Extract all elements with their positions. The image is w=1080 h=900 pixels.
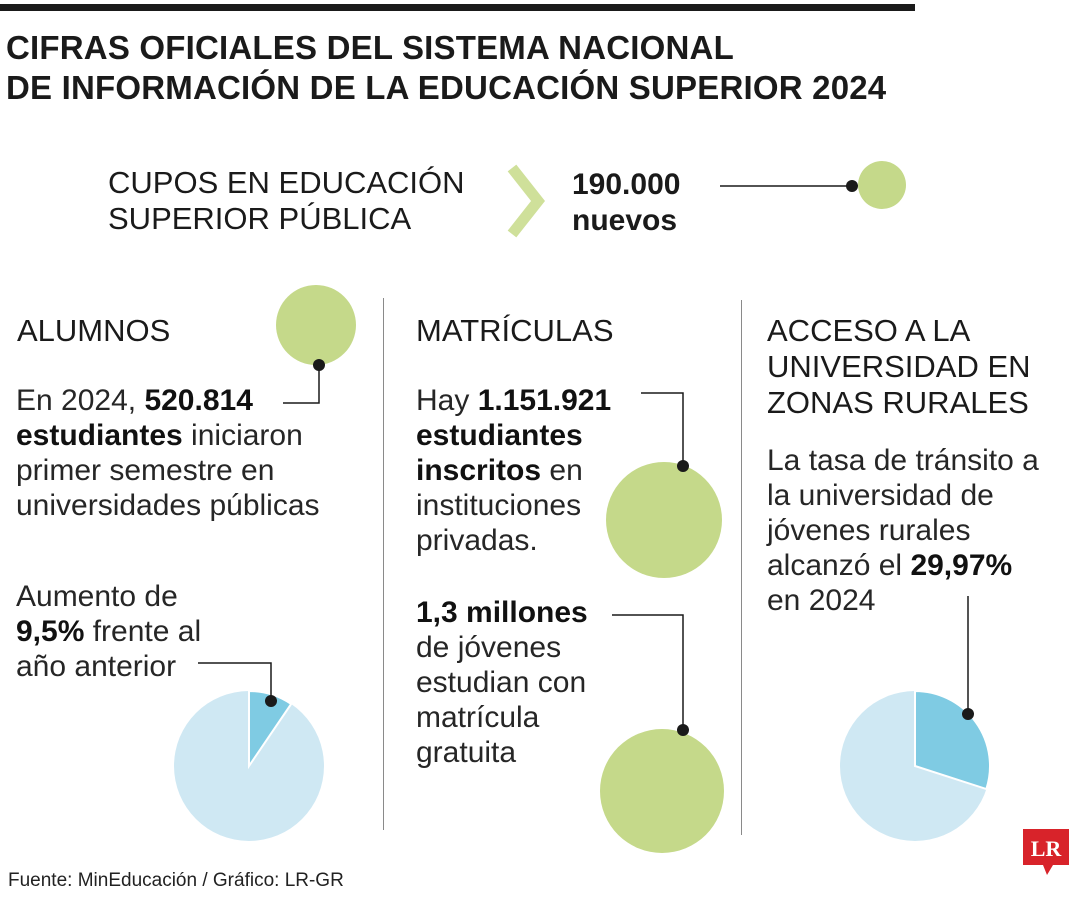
rural-pie bbox=[840, 689, 991, 841]
page-title: CIFRAS OFICIALES DEL SISTEMA NACIONAL DE… bbox=[6, 28, 966, 108]
gratuita-line-3: estudian con bbox=[416, 666, 587, 699]
matriculas-connector-line bbox=[641, 392, 684, 465]
rural-line-2: la universidad de bbox=[767, 479, 994, 512]
matriculas-line-1: Hay 1.151.921 bbox=[416, 383, 666, 418]
rural-value: 29,97% bbox=[910, 549, 1013, 582]
rural-pie-slice bbox=[914, 689, 991, 791]
cupos-dot bbox=[846, 180, 858, 192]
alumnos-rest: iniciaron bbox=[182, 419, 303, 452]
cupos-value: 190.000 nuevos bbox=[572, 167, 680, 239]
matriculas-line-2: estudiantes bbox=[416, 418, 666, 453]
matriculas-pre: Hay bbox=[416, 384, 478, 417]
alumnos-line-4: universidades públicas bbox=[16, 489, 320, 522]
alumnos-strong: estudiantes bbox=[16, 419, 183, 452]
matriculas-dot bbox=[677, 460, 689, 472]
increase-value: 9,5% bbox=[16, 615, 85, 648]
gratuita-text: 1,3 millones de jóvenes estudian con mat… bbox=[416, 595, 636, 770]
rural-line-5: en 2024 bbox=[767, 584, 876, 617]
rural-line-4-pre: alcanzó el bbox=[767, 549, 911, 582]
matriculas-heading-text: MATRÍCULAS bbox=[416, 313, 614, 348]
gratuita-dot bbox=[677, 724, 689, 736]
alumnos-increase-text: Aumento de 9,5% frente al año anterior bbox=[16, 579, 316, 684]
cupos-label-line-2: SUPERIOR PÚBLICA bbox=[108, 201, 412, 236]
alumnos-heading-text: ALUMNOS bbox=[17, 313, 171, 348]
gratuita-line-2: de jóvenes bbox=[416, 631, 562, 664]
increase-connector-line bbox=[198, 662, 272, 700]
matriculas-number: 1.151.921 bbox=[477, 384, 612, 417]
increase-line-3: año anterior bbox=[16, 650, 177, 683]
gratuita-connector-line bbox=[612, 614, 684, 729]
matriculas-line-3: inscritos en bbox=[416, 453, 666, 488]
title-line-1: CIFRAS OFICIALES DEL SISTEMA NACIONAL bbox=[6, 29, 734, 66]
alumnos-dot bbox=[313, 359, 325, 371]
rural-heading-line-2: UNIVERSIDAD EN bbox=[767, 349, 1031, 384]
rural-line-1: La tasa de tránsito a bbox=[767, 444, 1039, 477]
increase-line-1: Aumento de bbox=[16, 580, 178, 613]
gratuita-line-4: matrícula bbox=[416, 701, 540, 734]
alumnos-line-1: En 2024, 520.814 bbox=[16, 383, 376, 418]
rural-heading: ACCESO A LA UNIVERSIDAD EN ZONAS RURALES bbox=[767, 313, 1031, 421]
top-rule bbox=[0, 4, 915, 11]
cupos-number: 190.000 bbox=[572, 168, 681, 201]
alumnos-line-3: primer semestre en bbox=[16, 454, 275, 487]
alumnos-line-2: estudiantes iniciaron bbox=[16, 418, 376, 453]
cupos-label: CUPOS EN EDUCACIÓN SUPERIOR PÚBLICA bbox=[108, 165, 465, 237]
alumnos-connector-line bbox=[283, 366, 320, 404]
lr-logo-text: LR bbox=[1031, 836, 1063, 861]
lr-logo: LR bbox=[1023, 829, 1069, 875]
cupos-unit: nuevos bbox=[572, 204, 678, 237]
rural-heading-line-1: ACCESO A LA bbox=[767, 313, 971, 348]
footer-source: Fuente: MinEducación / Gráfico: LR-GR bbox=[8, 870, 344, 891]
alumnos-heading: ALUMNOS bbox=[17, 313, 170, 349]
gratuita-value: 1,3 millones bbox=[416, 596, 588, 629]
increase-pie bbox=[174, 689, 324, 841]
rural-heading-line-3: ZONAS RURALES bbox=[767, 385, 1029, 420]
chevron-right-icon bbox=[507, 164, 546, 238]
alumnos-text: En 2024, 520.814 estudiantes iniciaron p… bbox=[16, 383, 376, 523]
matriculas-rest: en bbox=[541, 454, 583, 487]
cupos-circle bbox=[858, 161, 906, 209]
matriculas-circle bbox=[606, 462, 722, 578]
rural-line-4: alcanzó el 29,97% bbox=[767, 548, 1067, 583]
increase-dot bbox=[265, 695, 277, 707]
increase-rest: frente al bbox=[84, 615, 202, 648]
rural-text: La tasa de tránsito a la universidad de … bbox=[767, 443, 1067, 618]
rural-line-3: jóvenes rurales bbox=[767, 514, 971, 547]
matriculas-strong-1: estudiantes bbox=[416, 419, 583, 452]
matriculas-line-4: instituciones bbox=[416, 489, 582, 522]
gratuita-line-1: 1,3 millones bbox=[416, 595, 636, 630]
gratuita-circle bbox=[600, 729, 724, 853]
increase-line-2: 9,5% frente al bbox=[16, 614, 316, 649]
matriculas-text: Hay 1.151.921 estudiantes inscritos en i… bbox=[416, 383, 666, 558]
alumnos-pre: En 2024, bbox=[16, 384, 145, 417]
column-divider-2 bbox=[741, 300, 742, 835]
matriculas-strong-2: inscritos bbox=[416, 454, 542, 487]
title-line-2: DE INFORMACIÓN DE LA EDUCACIÓN SUPERIOR … bbox=[6, 69, 887, 106]
column-divider-1 bbox=[383, 298, 384, 830]
matriculas-line-5: privadas. bbox=[416, 524, 538, 557]
cupos-label-line-1: CUPOS EN EDUCACIÓN bbox=[108, 165, 465, 200]
alumnos-circle bbox=[276, 285, 356, 365]
alumnos-number: 520.814 bbox=[144, 384, 253, 417]
matriculas-heading: MATRÍCULAS bbox=[416, 313, 614, 349]
gratuita-line-5: gratuita bbox=[416, 736, 517, 769]
rural-dot bbox=[962, 708, 974, 720]
